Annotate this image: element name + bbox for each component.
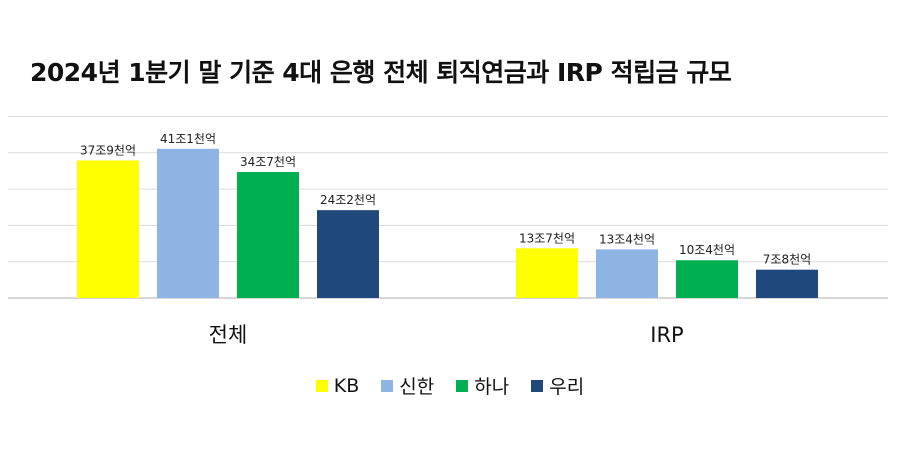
legend-swatch [456,379,469,392]
bar-KB-IRP [516,248,578,298]
bar-신한-IRP [596,249,658,298]
chart-title: 2024년 1분기 말 기준 4대 은행 전체 퇴직연금과 IRP 적립금 규모 [30,58,732,87]
legend-label: KB [333,374,360,397]
bar-하나-IRP [676,260,738,298]
bar-하나-전체 [237,172,299,298]
data-label: 41조1천억 [160,131,216,146]
legend: KB 신한 하나 우리 [0,372,900,399]
data-label: 13조4천억 [599,231,655,246]
legend-item: 우리 [531,372,584,399]
bar-우리-IRP [756,269,818,298]
legend-item: KB [315,374,360,397]
data-label: 34조7천억 [240,154,296,169]
legend-swatch [381,379,394,392]
legend-label: 우리 [549,376,585,398]
bar-신한-전체 [157,148,219,298]
data-label: 24조2천억 [320,192,376,207]
legend-item: 하나 [456,372,509,399]
category-label: 전체 [209,323,248,347]
bar-우리-전체 [317,210,379,298]
legend-swatch [315,379,328,392]
legend-swatch [531,379,544,392]
legend-label: 신한 [399,376,435,398]
category-label: IRP [650,323,683,347]
legend-label: 하나 [474,376,510,398]
data-label: 10조4천억 [679,242,735,257]
data-label: 7조8천억 [763,252,811,267]
data-label: 37조9천억 [80,142,136,157]
bar-KB-전체 [77,160,139,298]
legend-item: 신한 [381,372,434,399]
data-label: 13조7천억 [519,230,575,245]
